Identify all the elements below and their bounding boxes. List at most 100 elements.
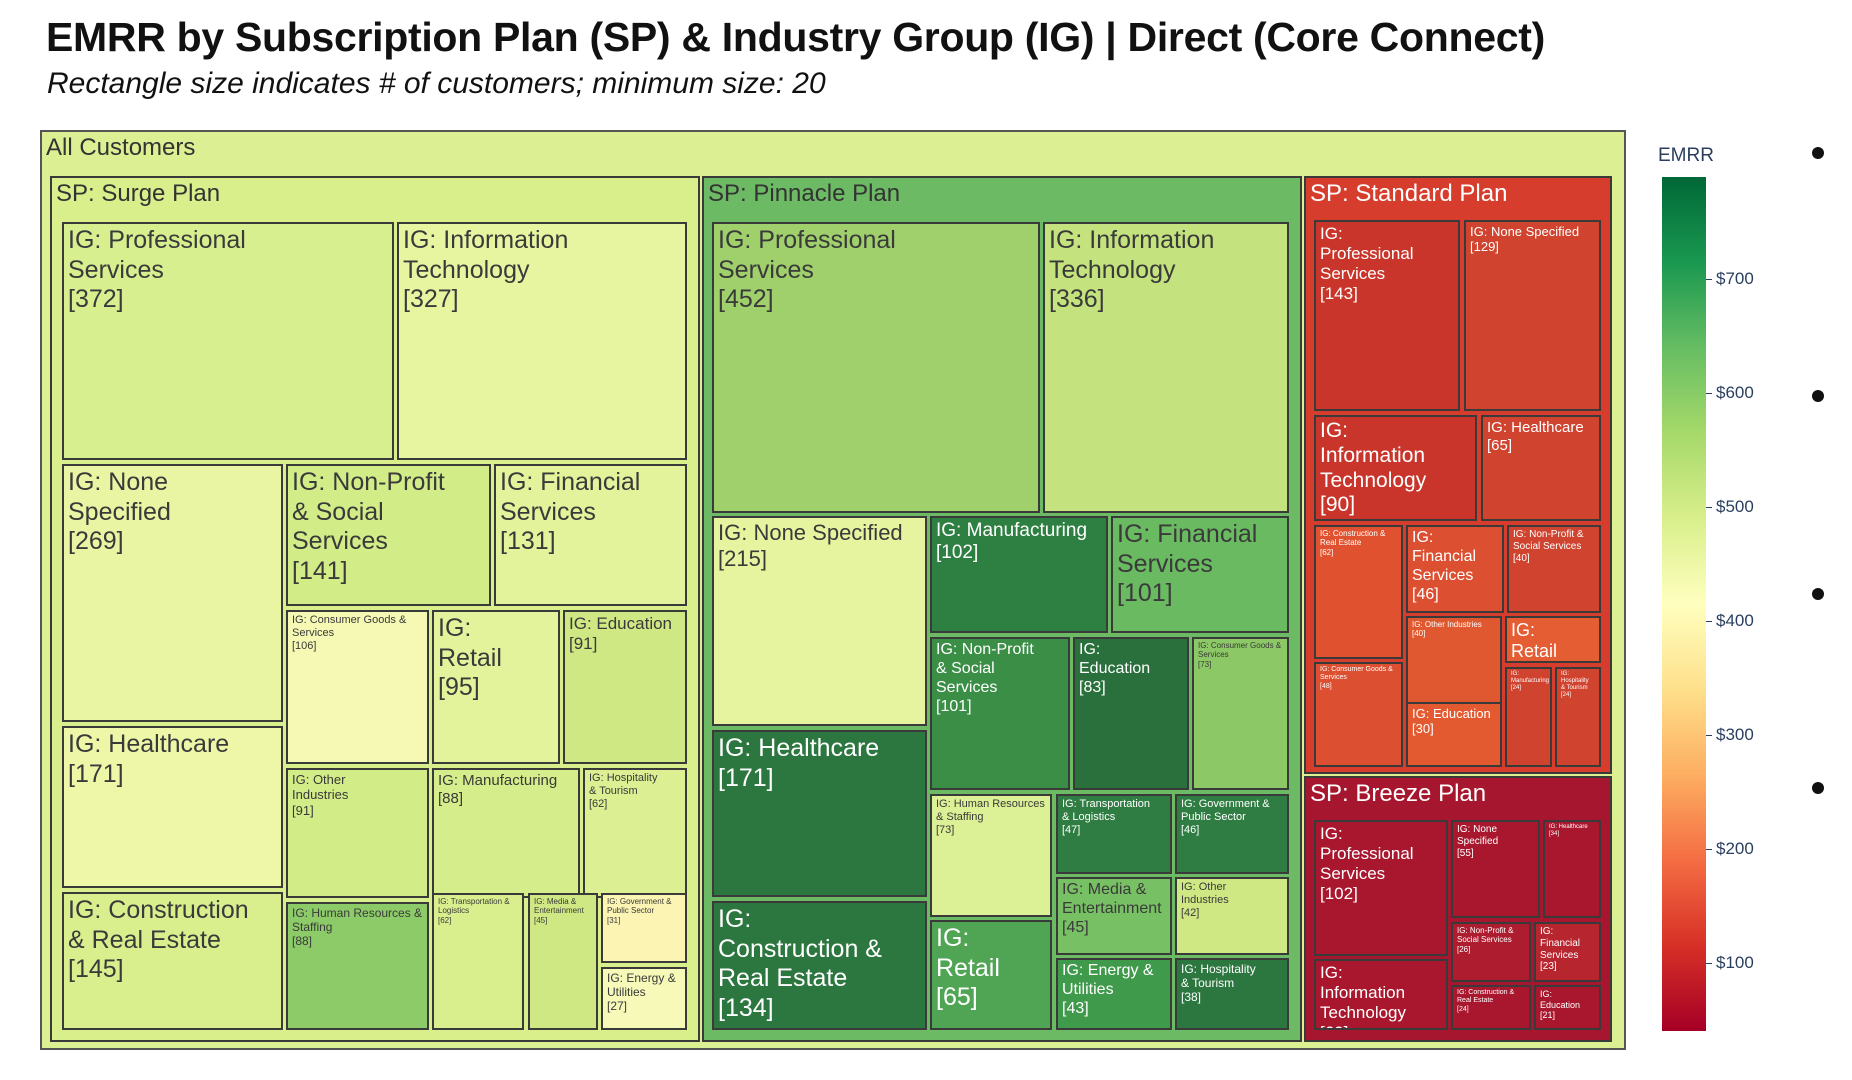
tile-label: IG: Non-Profit & Social Services xyxy=(1457,926,1514,945)
tile-surge-plan-professional-services[interactable]: IG: Professional Services [372] xyxy=(62,222,394,460)
tile-breeze-plan-none-specified[interactable]: IG: None Specified [55] xyxy=(1451,820,1540,918)
tile-label: IG: Financial Services xyxy=(1540,926,1581,961)
tile-breeze-plan-non-profit-social-services[interactable]: IG: Non-Profit & Social Services [26] xyxy=(1451,922,1531,982)
tile-label: IG: Financial Services xyxy=(1117,520,1258,578)
tile-count: [102] xyxy=(1320,884,1358,904)
tile-count: [46] xyxy=(1181,823,1200,836)
bullet-icon xyxy=(1812,588,1824,600)
tile-breeze-plan-education[interactable]: IG: Education [21] xyxy=(1534,985,1601,1030)
tile-label: IG: Transportation & Logistics xyxy=(438,897,510,916)
tile-surge-plan-human-resources-staffing[interactable]: IG: Human Resources & Staffing [88] xyxy=(286,902,429,1030)
colorbar-tick-label: $500 xyxy=(1716,497,1754,517)
tile-surge-plan-non-profit-social-services[interactable]: IG: Non-Profit & Social Services [141] xyxy=(286,464,491,606)
tile-count: [269] xyxy=(68,527,124,555)
tile-surge-plan-education[interactable]: IG: Education [91] xyxy=(563,610,687,764)
tile-pinnacle-plan-education[interactable]: IG: Education [83] xyxy=(1073,637,1189,790)
tile-standard-plan-information-technology[interactable]: IG: Information Technology [90] xyxy=(1314,415,1477,521)
tile-count: [372] xyxy=(68,285,124,313)
tile-surge-plan-manufacturing[interactable]: IG: Manufacturing [88] xyxy=(432,768,580,898)
tile-surge-plan-retail[interactable]: IG: Retail [95] xyxy=(432,610,560,764)
tile-label: IG: None Specified xyxy=(1457,824,1499,847)
tile-count: [129] xyxy=(1470,239,1499,255)
tile-breeze-plan-construction-real-estate[interactable]: IG: Construction & Real Estate [24] xyxy=(1451,985,1531,1030)
tile-standard-plan-consumer-goods-services[interactable]: IG: Consumer Goods & Services [48] xyxy=(1314,662,1403,767)
tile-pinnacle-plan-media-entertainment[interactable]: IG: Media & Entertainment [45] xyxy=(1056,877,1172,955)
tile-surge-plan-financial-services[interactable]: IG: Financial Services [131] xyxy=(494,464,687,606)
bullet-icon xyxy=(1812,390,1824,402)
colorbar-tick-mark xyxy=(1706,393,1712,395)
tile-label: IG: Energy & Utilities xyxy=(607,971,676,1000)
tile-label: IG: Human Resources & Staffing xyxy=(936,798,1045,823)
colorbar-gradient xyxy=(1662,177,1706,1031)
tile-standard-plan-none-specified[interactable]: IG: None Specified [129] xyxy=(1464,220,1601,411)
tile-surge-plan-consumer-goods-services[interactable]: IG: Consumer Goods & Services [106] xyxy=(286,610,429,764)
tile-label: IG: Hospitality & Tourism xyxy=(1561,671,1589,692)
tile-breeze-plan-professional-services[interactable]: IG: Professional Services [102] xyxy=(1314,820,1448,956)
tile-count: [171] xyxy=(68,759,124,788)
tile-standard-plan-retail[interactable]: IG: Retail[26] xyxy=(1505,616,1601,663)
tile-standard-plan-manufacturing[interactable]: IG: Manufacturing [24] xyxy=(1505,667,1552,767)
tile-label: IG: Retail xyxy=(438,614,502,672)
tile-pinnacle-plan-energy-utilities[interactable]: IG: Energy & Utilities [43] xyxy=(1056,958,1172,1030)
tile-standard-plan-construction-real-estate[interactable]: IG: Construction & Real Estate [62] xyxy=(1314,525,1403,659)
tile-surge-plan-energy-utilities[interactable]: IG: Energy & Utilities [27] xyxy=(601,967,687,1030)
tile-count: [62] xyxy=(1320,547,1334,557)
tile-pinnacle-plan-retail[interactable]: IG: Retail [65] xyxy=(930,920,1052,1030)
tile-label: IG: Government & Public Sector xyxy=(1181,798,1270,823)
tile-count: [31] xyxy=(607,915,621,925)
tile-pinnacle-plan-government-public-sector[interactable]: IG: Government & Public Sector [46] xyxy=(1175,794,1289,874)
tile-standard-plan-healthcare[interactable]: IG: Healthcare [65] xyxy=(1481,415,1601,521)
tile-count: [327] xyxy=(403,285,459,313)
tile-standard-plan-hospitality-tourism[interactable]: IG: Hospitality & Tourism [24] xyxy=(1555,667,1601,767)
chart-subtitle: Rectangle size indicates # of customers;… xyxy=(47,67,826,100)
tile-count: [88] xyxy=(292,934,313,949)
tile-label: IG: Other Industries xyxy=(1181,881,1229,906)
tile-pinnacle-plan-information-technology[interactable]: IG: Information Technology [336] xyxy=(1043,222,1289,513)
tile-pinnacle-plan-human-resources-staffing[interactable]: IG: Human Resources & Staffing [73] xyxy=(930,794,1052,917)
tile-standard-plan-education[interactable]: IG: Education [30] xyxy=(1406,702,1502,767)
tile-pinnacle-plan-financial-services[interactable]: IG: Financial Services [101] xyxy=(1111,516,1289,633)
tile-count: [46] xyxy=(1412,585,1439,603)
tile-standard-plan-non-profit-social-services[interactable]: IG: Non-Profit & Social Services [40] xyxy=(1507,525,1601,613)
tile-surge-plan-none-specified[interactable]: IG: None Specified [269] xyxy=(62,464,283,722)
tile-count: [336] xyxy=(1049,285,1105,313)
tile-surge-plan-other-industries[interactable]: IG: Other Industries [91] xyxy=(286,768,429,898)
tile-pinnacle-plan-consumer-goods-services[interactable]: IG: Consumer Goods & Services [73] xyxy=(1192,637,1289,790)
tile-label: IG: Information Technology xyxy=(403,226,569,284)
tile-label: IG: Media & Entertainment xyxy=(534,897,584,916)
tile-label: IG: Manufacturing xyxy=(936,520,1088,541)
tile-pinnacle-plan-manufacturing[interactable]: IG: Manufacturing [102] xyxy=(930,516,1108,633)
tile-surge-plan-information-technology[interactable]: IG: Information Technology [327] xyxy=(397,222,687,460)
tile-pinnacle-plan-construction-real-estate[interactable]: IG: Construction & Real Estate [134] xyxy=(712,901,927,1030)
tile-breeze-plan-financial-services[interactable]: IG: Financial Services [23] xyxy=(1534,922,1601,982)
tile-pinnacle-plan-professional-services[interactable]: IG: Professional Services [452] xyxy=(712,222,1040,513)
tile-surge-plan-government-public-sector[interactable]: IG: Government & Public Sector [31] xyxy=(601,893,687,963)
tile-label: IG: Retail xyxy=(936,924,1000,982)
tile-surge-plan-media-entertainment[interactable]: IG: Media & Entertainment [45] xyxy=(528,893,598,1030)
tile-label: IG: Transportation & Logistics xyxy=(1062,798,1151,823)
tile-surge-plan-healthcare[interactable]: IG: Healthcare [171] xyxy=(62,726,283,888)
tile-label: IG: Healthcare xyxy=(1487,419,1584,436)
tile-surge-plan-transportation-logistics[interactable]: IG: Transportation & Logistics [62] xyxy=(432,893,524,1030)
colorbar-tick-mark xyxy=(1706,734,1712,736)
tile-standard-plan-financial-services[interactable]: IG: Financial Services [46] xyxy=(1406,525,1504,613)
tile-pinnacle-plan-hospitality-tourism[interactable]: IG: Hospitality & Tourism [38] xyxy=(1175,958,1289,1030)
tile-label: IG: Education xyxy=(1412,706,1491,721)
tile-count: [43] xyxy=(1062,999,1089,1017)
tile-pinnacle-plan-non-profit-social-services[interactable]: IG: Non-Profit & Social Services [101] xyxy=(930,637,1070,790)
tile-pinnacle-plan-healthcare[interactable]: IG: Healthcare [171] xyxy=(712,730,927,897)
tile-breeze-plan-healthcare[interactable]: IG: Healthcare [34] xyxy=(1543,820,1601,918)
tile-pinnacle-plan-transportation-logistics[interactable]: IG: Transportation & Logistics [47] xyxy=(1056,794,1172,874)
tile-count: [171] xyxy=(718,763,774,792)
tile-label: IG: Professional Services xyxy=(68,226,246,284)
tile-surge-plan-construction-real-estate[interactable]: IG: Construction & Real Estate [145] xyxy=(62,892,283,1030)
tile-breeze-plan-information-technology[interactable]: IG: Information Technology[60] xyxy=(1314,959,1448,1030)
tile-pinnacle-plan-none-specified[interactable]: IG: None Specified [215] xyxy=(712,516,927,726)
tile-label: IG: Financial Services xyxy=(1412,529,1477,584)
tile-label: IG: Consumer Goods & Services xyxy=(1320,666,1393,682)
tile-label: IG: Retail xyxy=(1511,620,1558,662)
tile-pinnacle-plan-other-industries[interactable]: IG: Other Industries [42] xyxy=(1175,877,1289,955)
tile-label: IG: Consumer Goods & Services xyxy=(292,614,407,639)
tile-standard-plan-professional-services[interactable]: IG: Professional Services [143] xyxy=(1314,220,1460,411)
tile-surge-plan-hospitality-tourism[interactable]: IG: Hospitality & Tourism [62] xyxy=(583,768,687,898)
